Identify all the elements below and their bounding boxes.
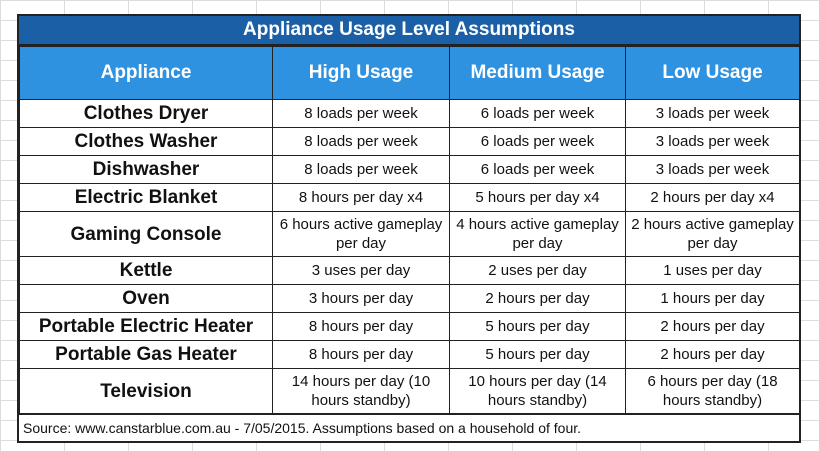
high-usage-cell: 8 loads per week xyxy=(272,155,450,184)
table-row: Television 14 hours per day (10 hours st… xyxy=(19,368,800,414)
header-row: Appliance High Usage Medium Usage Low Us… xyxy=(19,46,800,100)
low-usage-cell: 1 hours per day xyxy=(625,284,800,313)
appliance-cell: Clothes Dryer xyxy=(19,99,273,128)
medium-usage-cell: 6 loads per week xyxy=(449,155,626,184)
table-row: Dishwasher 8 loads per week 6 loads per … xyxy=(19,155,800,184)
medium-usage-cell: 4 hours active gameplay per day xyxy=(449,211,626,257)
high-usage-cell: 6 hours active gameplay per day xyxy=(272,211,450,257)
low-usage-cell: 6 hours per day (18 hours standby) xyxy=(625,368,800,414)
usage-table: Appliance High Usage Medium Usage Low Us… xyxy=(19,46,800,414)
header-high-usage: High Usage xyxy=(272,46,450,100)
medium-usage-cell: 5 hours per day xyxy=(449,312,626,341)
high-usage-cell: 8 loads per week xyxy=(272,99,450,128)
appliance-cell: Gaming Console xyxy=(19,211,273,257)
appliance-cell: Oven xyxy=(19,284,273,313)
table-row: Oven 3 hours per day 2 hours per day 1 h… xyxy=(19,284,800,313)
high-usage-cell: 14 hours per day (10 hours standby) xyxy=(272,368,450,414)
appliance-cell: Kettle xyxy=(19,256,273,285)
appliance-cell: Electric Blanket xyxy=(19,183,273,212)
appliance-cell: Clothes Washer xyxy=(19,127,273,156)
low-usage-cell: 2 hours per day xyxy=(625,312,800,341)
medium-usage-cell: 5 hours per day x4 xyxy=(449,183,626,212)
table-row: Clothes Dryer 8 loads per week 6 loads p… xyxy=(19,99,800,128)
medium-usage-cell: 10 hours per day (14 hours standby) xyxy=(449,368,626,414)
medium-usage-cell: 6 loads per week xyxy=(449,99,626,128)
low-usage-cell: 3 loads per week xyxy=(625,127,800,156)
table-row: Clothes Washer 8 loads per week 6 loads … xyxy=(19,127,800,156)
low-usage-cell: 1 uses per day xyxy=(625,256,800,285)
low-usage-cell: 2 hours per day xyxy=(625,340,800,369)
table-row: Portable Gas Heater 8 hours per day 5 ho… xyxy=(19,340,800,369)
appliance-cell: Portable Gas Heater xyxy=(19,340,273,369)
low-usage-cell: 2 hours per day x4 xyxy=(625,183,800,212)
table-row: Kettle 3 uses per day 2 uses per day 1 u… xyxy=(19,256,800,285)
appliance-cell: Portable Electric Heater xyxy=(19,312,273,341)
high-usage-cell: 8 hours per day xyxy=(272,340,450,369)
medium-usage-cell: 5 hours per day xyxy=(449,340,626,369)
high-usage-cell: 3 uses per day xyxy=(272,256,450,285)
appliance-cell: Dishwasher xyxy=(19,155,273,184)
header-low-usage: Low Usage xyxy=(625,46,800,100)
high-usage-cell: 8 hours per day xyxy=(272,312,450,341)
medium-usage-cell: 2 hours per day xyxy=(449,284,626,313)
header-appliance: Appliance xyxy=(19,46,273,100)
high-usage-cell: 3 hours per day xyxy=(272,284,450,313)
high-usage-cell: 8 loads per week xyxy=(272,127,450,156)
medium-usage-cell: 6 loads per week xyxy=(449,127,626,156)
low-usage-cell: 3 loads per week xyxy=(625,155,800,184)
high-usage-cell: 8 hours per day x4 xyxy=(272,183,450,212)
table-row: Electric Blanket 8 hours per day x4 5 ho… xyxy=(19,183,800,212)
appliance-cell: Television xyxy=(19,368,273,414)
medium-usage-cell: 2 uses per day xyxy=(449,256,626,285)
table-row: Gaming Console 6 hours active gameplay p… xyxy=(19,211,800,257)
low-usage-cell: 2 hours active gameplay per day xyxy=(625,211,800,257)
table-row: Portable Electric Heater 8 hours per day… xyxy=(19,312,800,341)
table-title: Appliance Usage Level Assumptions xyxy=(19,16,799,46)
source-note: Source: www.canstarblue.com.au - 7/05/20… xyxy=(19,414,799,441)
header-medium-usage: Medium Usage xyxy=(449,46,626,100)
usage-table-container: Appliance Usage Level Assumptions Applia… xyxy=(17,14,801,443)
low-usage-cell: 3 loads per week xyxy=(625,99,800,128)
